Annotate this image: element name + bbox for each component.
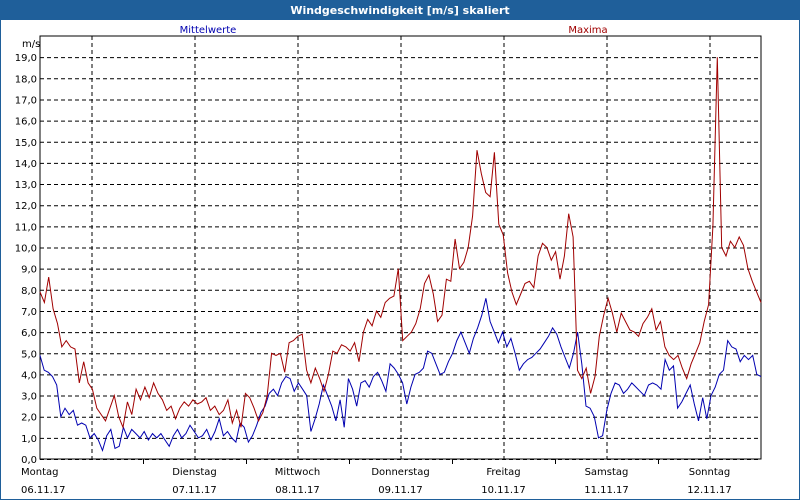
x-day-date: 07.11.17 [172, 485, 217, 496]
y-axis-unit: m/s [22, 39, 40, 50]
x-day-name: Donnerstag [371, 467, 429, 478]
y-tick-label: 10,0 [15, 244, 37, 255]
x-day-date: 09.11.17 [378, 485, 423, 496]
legend: Mittelwerte Maxima [180, 25, 608, 36]
y-tick-label: 0,0 [21, 455, 37, 466]
y-tick-label: 1,0 [21, 434, 37, 445]
series-line-maxima [39, 57, 762, 430]
x-axis: Montag 06.11.17 Dienstag 07.11.17 Mittwoch 08… [21, 459, 732, 496]
y-tick-label: 3,0 [21, 392, 37, 403]
x-day-name: Mittwoch [275, 467, 320, 478]
y-tick-label: 14,0 [15, 159, 37, 170]
y-tick-label: 17,0 [15, 95, 37, 106]
y-axis: m/s 0,0 1,0 2,0 3,0 4,0 5,0 6,0 7,0 8,0 9,0 10,0 11… [15, 39, 41, 466]
y-tick-label: 6,0 [21, 328, 37, 339]
x-day-date: 10.11.17 [481, 485, 526, 496]
y-tick-label: 8,0 [21, 286, 37, 297]
y-tick-label: 11,0 [15, 222, 37, 233]
x-day-date: 08.11.17 [275, 485, 320, 496]
x-day-date: 06.11.17 [21, 485, 66, 496]
legend-label-mittelwerte: Mittelwerte [180, 25, 237, 36]
y-tick-label: 12,0 [15, 201, 37, 212]
x-day-date: 12.11.17 [687, 485, 732, 496]
x-day-name: Freitag [486, 467, 520, 478]
legend-label-maxima: Maxima [568, 25, 607, 36]
x-day-name: Dienstag [172, 467, 217, 478]
y-tick-label: 15,0 [15, 138, 37, 149]
x-day-name: Montag [21, 467, 58, 478]
y-tick-label: 2,0 [21, 413, 37, 424]
x-day-date: 11.11.17 [584, 485, 629, 496]
y-tick-label: 18,0 [15, 74, 37, 85]
y-tick-label: 16,0 [15, 117, 37, 128]
y-tick-label: 4,0 [21, 370, 37, 381]
y-tick-label: 5,0 [21, 349, 37, 360]
y-tick-label: 9,0 [21, 265, 37, 276]
chart-title: Windgeschwindigkeit [m/s] skaliert [1, 1, 799, 20]
series-line-mittelwerte [39, 298, 762, 453]
y-tick-label: 13,0 [15, 180, 37, 191]
x-day-name: Samstag [585, 467, 629, 478]
x-day-name: Sonntag [689, 467, 731, 478]
y-tick-label: 19,0 [15, 53, 37, 64]
series-lines [39, 57, 762, 453]
y-tick-label: 7,0 [21, 307, 37, 318]
